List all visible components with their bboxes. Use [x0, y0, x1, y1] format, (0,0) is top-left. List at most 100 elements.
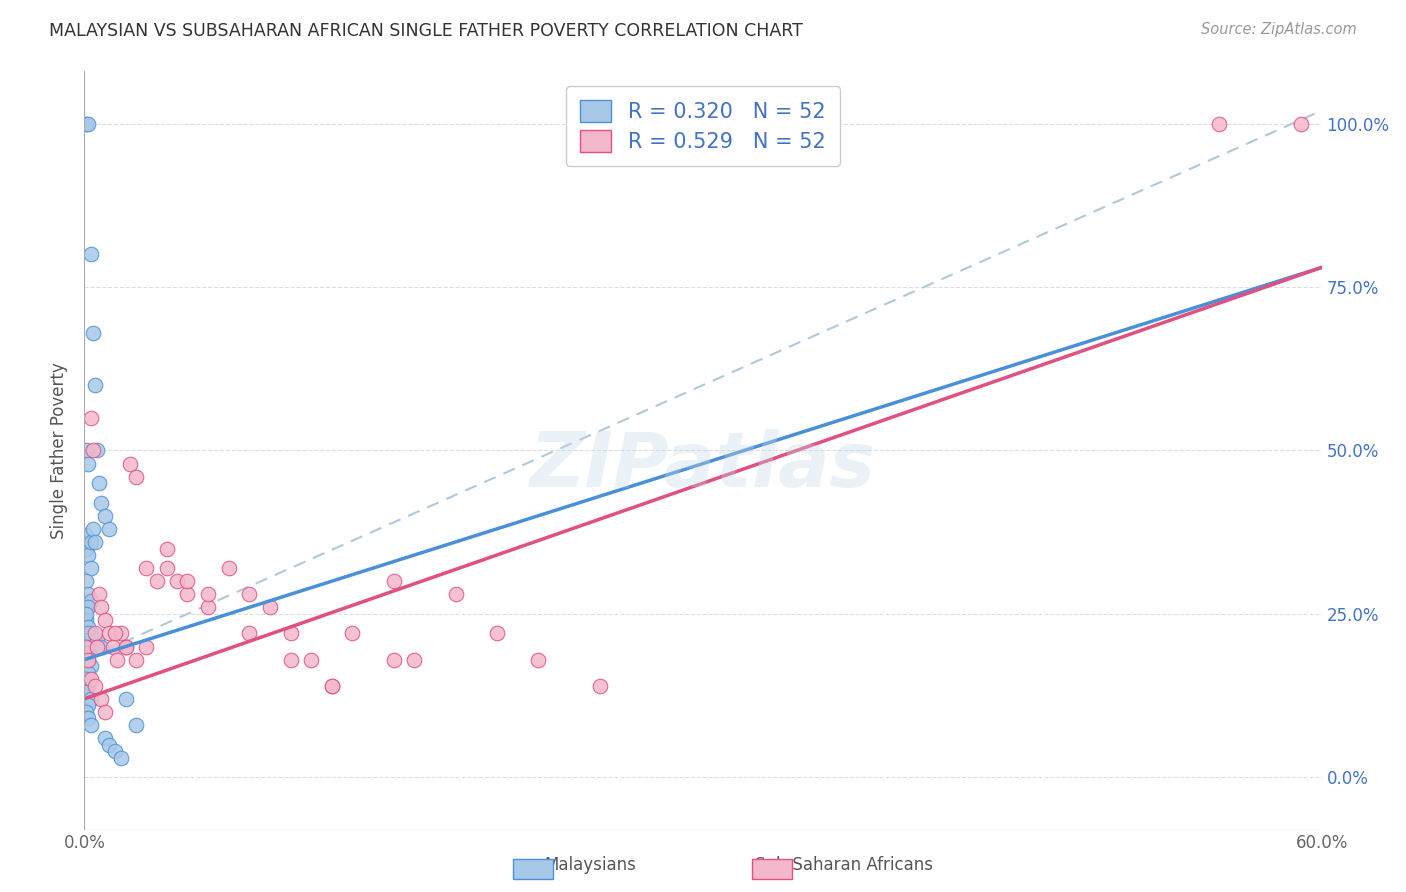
Point [79, 247, 101, 261]
Point [90, 600, 112, 615]
Point [79, 626, 101, 640]
Point [87, 587, 110, 601]
Point [77, 117, 100, 131]
Point [156, 561, 179, 575]
Point [280, 652, 302, 666]
Point [114, 640, 136, 654]
Point [75, 443, 97, 458]
Point [125, 469, 148, 483]
Point [110, 626, 132, 640]
Point [83, 626, 105, 640]
Point [589, 679, 612, 693]
Point [77, 698, 100, 713]
Point [94, 731, 117, 745]
Point [79, 594, 101, 608]
Point [86, 443, 108, 458]
Point [1289, 117, 1312, 131]
Point [98, 522, 121, 536]
Point [75, 541, 97, 556]
Point [321, 679, 343, 693]
Point [98, 738, 121, 752]
Point [79, 561, 101, 575]
Point [79, 659, 101, 673]
Point [75, 574, 97, 589]
Point [114, 691, 136, 706]
Point [82, 522, 104, 536]
Point [125, 652, 148, 666]
Point [103, 640, 125, 654]
Point [77, 652, 100, 666]
Point [444, 587, 467, 601]
Point [166, 574, 188, 589]
Point [75, 528, 97, 542]
Text: MALAYSIAN VS SUBSAHARAN AFRICAN SINGLE FATHER POVERTY CORRELATION CHART: MALAYSIAN VS SUBSAHARAN AFRICAN SINGLE F… [49, 22, 803, 40]
Point [90, 640, 112, 654]
Point [79, 691, 101, 706]
Point [118, 457, 141, 471]
Text: Sub-Saharan Africans: Sub-Saharan Africans [755, 855, 932, 873]
Point [83, 535, 105, 549]
Point [77, 652, 100, 666]
Point [404, 652, 426, 666]
Point [77, 711, 100, 725]
Point [125, 718, 148, 732]
Point [77, 587, 100, 601]
Point [83, 679, 105, 693]
Point [79, 718, 101, 732]
Point [82, 443, 104, 458]
Point [77, 665, 100, 680]
Point [104, 744, 127, 758]
Point [299, 652, 322, 666]
Point [79, 535, 101, 549]
Point [135, 561, 157, 575]
Point [382, 652, 405, 666]
Point [75, 607, 97, 621]
Point [75, 640, 97, 654]
Point [94, 508, 117, 523]
Point [75, 640, 97, 654]
Point [104, 626, 127, 640]
Point [77, 633, 100, 648]
Point [79, 410, 101, 425]
Point [105, 652, 128, 666]
Point [197, 587, 219, 601]
Point [77, 679, 100, 693]
Point [114, 640, 136, 654]
Point [82, 326, 104, 340]
Point [321, 679, 343, 693]
Text: Source: ZipAtlas.com: Source: ZipAtlas.com [1201, 22, 1357, 37]
Point [94, 705, 117, 719]
Point [86, 633, 108, 648]
Text: Malaysians: Malaysians [544, 855, 637, 873]
Point [382, 574, 405, 589]
Point [75, 614, 97, 628]
Point [218, 561, 240, 575]
Point [77, 626, 100, 640]
Text: ZIPatlas: ZIPatlas [530, 429, 876, 502]
Point [238, 626, 260, 640]
Point [238, 587, 260, 601]
Point [145, 574, 167, 589]
Point [90, 691, 112, 706]
Point [135, 640, 157, 654]
Legend: R = 0.320   N = 52, R = 0.529   N = 52: R = 0.320 N = 52, R = 0.529 N = 52 [565, 86, 841, 167]
Point [176, 574, 198, 589]
Point [77, 457, 100, 471]
Point [98, 626, 121, 640]
Point [77, 620, 100, 634]
Point [485, 626, 508, 640]
Point [75, 672, 97, 686]
Point [110, 750, 132, 764]
Point [197, 600, 219, 615]
Point [77, 646, 100, 660]
Point [156, 541, 179, 556]
Point [90, 496, 112, 510]
Point [259, 600, 281, 615]
Point [280, 626, 302, 640]
Point [176, 587, 198, 601]
Point [1208, 117, 1230, 131]
Point [83, 378, 105, 392]
Point [527, 652, 550, 666]
Point [75, 640, 97, 654]
Point [79, 672, 101, 686]
